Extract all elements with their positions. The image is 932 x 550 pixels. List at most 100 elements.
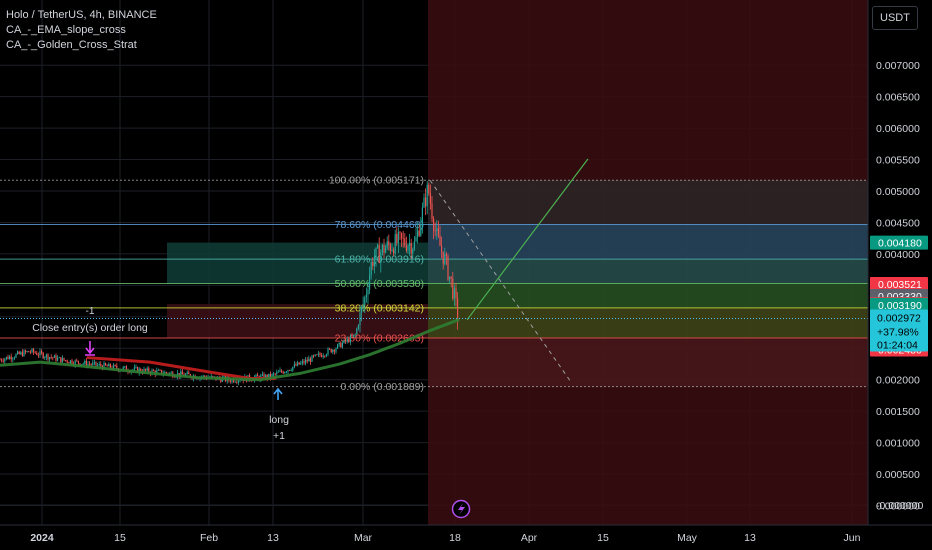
candle-body (57, 357, 59, 361)
price-tick-label: 0.000000 (876, 501, 920, 513)
candle-body (58, 357, 60, 359)
candle-body (439, 235, 441, 247)
candle-body (290, 370, 292, 372)
time-tick-label: Apr (521, 532, 538, 544)
candle-body (66, 360, 68, 363)
candle-body (324, 355, 326, 357)
price-axis[interactable]: 0.007000 0.006500 0.006000 0.005500 0.005000… (867, 0, 932, 550)
price-box (870, 235, 928, 250)
candle-body (434, 230, 436, 232)
candle-body (4, 358, 6, 362)
candle-body (153, 370, 155, 372)
candle-body (236, 381, 238, 383)
candle-body (329, 348, 331, 350)
green-ema-line (0, 318, 460, 382)
candle-body (297, 362, 299, 366)
currency-button[interactable]: USDT (872, 6, 918, 30)
symbol-title[interactable]: Holo / TetherUS, 4h, BINANCE (6, 9, 157, 21)
candle-body (436, 228, 438, 231)
candle-body (364, 297, 366, 305)
candle-body (410, 243, 412, 254)
candle-body (415, 237, 417, 242)
candle-body (146, 368, 148, 371)
candle-body (442, 251, 444, 264)
candle-body (289, 370, 291, 371)
candle-body (49, 357, 51, 360)
candle-body (455, 288, 457, 299)
candle-body (105, 363, 107, 366)
price-box (870, 297, 928, 312)
candle-body (301, 361, 303, 363)
candle-body (255, 374, 257, 378)
long-arrow-icon (273, 387, 283, 400)
candle-body (89, 363, 91, 365)
candle-body (418, 230, 420, 236)
ema-lines (0, 158, 868, 384)
time-tick-label: Mar (354, 532, 373, 544)
candle-body (402, 238, 404, 239)
fibonacci-retracement[interactable]: 100.00% (0.005171)78.60% (0.004468)61.80… (0, 175, 868, 393)
candle-body (361, 306, 363, 313)
candle-body (42, 353, 44, 358)
candle-body (369, 275, 371, 290)
candle-body (103, 363, 105, 369)
close-arrow-icon (85, 341, 95, 356)
candle-body (330, 349, 332, 353)
candle-body (321, 355, 323, 357)
candle-body (25, 350, 27, 352)
candle-body (433, 218, 435, 231)
candle-body (386, 241, 388, 248)
candle-body (98, 363, 100, 365)
candle-body (68, 362, 70, 364)
price-tick-label: 0.001000 (876, 438, 920, 450)
price-tick-label: 0.006000 (876, 123, 920, 135)
candle-body (10, 356, 12, 360)
candle-body (276, 372, 278, 374)
candle-body (93, 361, 95, 363)
candle-body (345, 339, 347, 342)
candle-body (292, 366, 294, 371)
indicator-golden-cross-strat[interactable]: CA_-_Golden_Cross_Strat (6, 39, 137, 51)
candle-body (388, 241, 390, 246)
candle-body (362, 304, 364, 307)
time-tick-label: Feb (200, 532, 218, 544)
indicator-ema-slope-cross[interactable]: CA_-_EMA_slope_cross (6, 24, 126, 36)
current-price-text: 0.002972 (877, 313, 921, 325)
candle-body (60, 357, 62, 363)
candle-body (452, 278, 454, 299)
time-tick-label: 13 (267, 532, 279, 544)
stop-loss-zone (167, 304, 428, 338)
time-axis[interactable]: 2024 15 Feb 13 Mar 18 Apr 15 May 13 Jun (0, 524, 932, 544)
candle-body (269, 373, 271, 378)
candle-body (399, 232, 401, 233)
candle-body (122, 367, 124, 370)
candle-body (372, 262, 374, 267)
candle-body (148, 368, 150, 373)
candle-body (429, 193, 431, 204)
candle-body (29, 352, 31, 353)
candle-body (391, 249, 393, 251)
candle-body (97, 364, 99, 366)
candle-body (84, 360, 86, 364)
candle-body (431, 203, 433, 219)
price-tick-label: 0.005000 (876, 186, 920, 198)
candle-body (327, 348, 329, 355)
candle-body (223, 376, 225, 378)
candle-body (367, 289, 369, 295)
candle-body (220, 378, 222, 382)
candle-body (357, 325, 359, 329)
candle-body (7, 356, 9, 360)
candle-body (396, 234, 398, 244)
candle-body (47, 354, 49, 360)
candle-body (71, 360, 73, 364)
close-order-label: Close entry(s) order long (32, 322, 148, 334)
candle-body (173, 376, 175, 378)
price-tick-label: 0.004500 (876, 217, 920, 229)
price-box-text: 0.003190 (878, 300, 922, 312)
candle-body (353, 334, 355, 337)
chart-legend: Holo / TetherUS, 4h, BINANCE CA_-_EMA_sl… (6, 8, 157, 53)
candle-body (77, 360, 79, 364)
fib-level-label: 78.60% (0.004468) (335, 219, 424, 231)
candle-body (325, 354, 327, 356)
